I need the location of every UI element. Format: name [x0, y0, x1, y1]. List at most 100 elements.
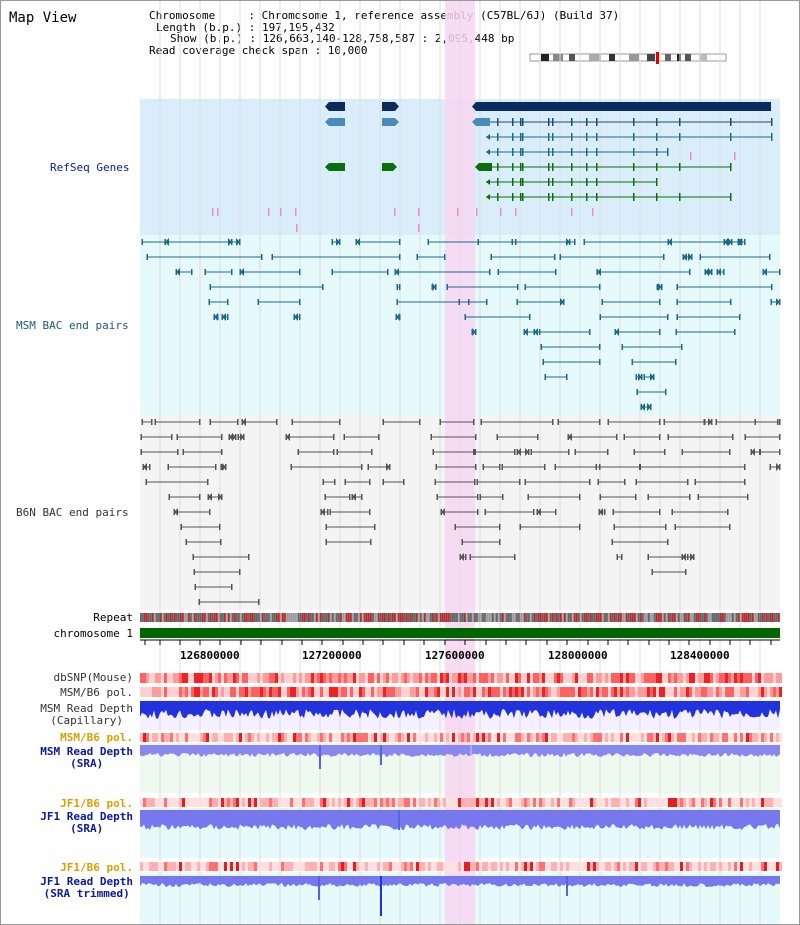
bac-arrow	[208, 493, 212, 501]
region-info: Chromosome : Chromosome 1, reference ass…	[149, 10, 619, 56]
heat-cell	[365, 733, 368, 742]
heat-cell	[482, 733, 485, 742]
heat-cell	[629, 733, 632, 742]
heat-cell	[572, 673, 575, 683]
heat-cell	[233, 798, 236, 807]
gene-exon	[497, 163, 499, 171]
chromosome-ideogram[interactable]	[529, 52, 729, 64]
heat-cell	[569, 687, 572, 697]
heat-cell	[686, 733, 689, 742]
bac-end	[607, 419, 609, 425]
heat-cell	[320, 687, 323, 697]
heat-cell	[668, 673, 671, 683]
repeat-mark	[156, 613, 158, 622]
heat-cell	[527, 798, 530, 807]
bac-end	[739, 314, 741, 320]
track-label-b6n-bac[interactable]: B6N BAC end pairs	[16, 506, 129, 519]
heat-cell	[671, 798, 674, 807]
heat-cell	[752, 673, 755, 683]
gene-block	[479, 163, 492, 171]
repeat-mark	[244, 613, 246, 622]
repeat-mark	[546, 613, 548, 622]
heat-cell	[374, 673, 377, 683]
gene-exon	[667, 148, 669, 156]
refseq-mark	[212, 208, 214, 216]
bac-arrow	[356, 238, 360, 246]
heat-cell	[746, 673, 749, 683]
bac-end	[687, 479, 689, 485]
heat-cell	[323, 687, 326, 697]
bac-end	[198, 599, 200, 605]
heat-cell	[674, 862, 677, 871]
track-label-msm-bac[interactable]: MSM BAC end pairs	[16, 319, 129, 332]
heat-cell	[617, 798, 620, 807]
heat-cell	[386, 673, 389, 683]
heat-cell	[689, 862, 692, 871]
repeat-mark	[426, 613, 428, 622]
heat-cell	[458, 673, 461, 683]
heat-cell	[695, 673, 698, 683]
heat-cell	[461, 862, 464, 871]
heat-cell	[506, 687, 509, 697]
gene-exon	[633, 148, 635, 156]
heat-cell	[653, 733, 656, 742]
heat-cell	[401, 733, 404, 742]
repeat-mark	[716, 613, 718, 622]
heat-cell	[692, 733, 695, 742]
repeat-mark	[254, 613, 256, 622]
heat-cell	[467, 862, 470, 871]
heat-cell	[461, 673, 464, 683]
heat-cell	[527, 687, 530, 697]
heat-cell	[728, 798, 731, 807]
bac-end	[524, 284, 526, 290]
heat-cell	[548, 673, 551, 683]
bac-arrow	[568, 433, 572, 441]
heat-cell	[617, 733, 620, 742]
heat-cell	[140, 687, 143, 697]
bac-end	[177, 449, 179, 455]
bac-end	[631, 359, 633, 365]
heat-cell	[779, 733, 782, 742]
heat-cell	[614, 673, 617, 683]
heat-cell	[566, 862, 569, 871]
heat-cell	[296, 733, 299, 742]
bac-end	[732, 434, 734, 440]
heat-cell	[569, 673, 572, 683]
heat-cell	[212, 862, 215, 871]
heat-cell	[296, 862, 299, 871]
heat-cell	[512, 733, 515, 742]
gene-exon	[586, 133, 588, 141]
heat-cell	[581, 733, 584, 742]
heat-cell	[704, 687, 707, 697]
heat-cell	[665, 798, 668, 807]
bac-arrow	[728, 238, 732, 246]
bac-end	[559, 254, 561, 260]
heat-cell	[203, 673, 206, 683]
repeat-mark	[408, 613, 410, 622]
repeat-mark	[306, 613, 308, 622]
heat-cell	[707, 673, 710, 683]
track-label-refseq-genes[interactable]: RefSeq Genes	[50, 161, 130, 174]
bac-end	[599, 314, 601, 320]
gene-exon	[520, 133, 522, 141]
repeat-mark	[148, 613, 150, 622]
heat-cell	[710, 798, 713, 807]
repeat-mark	[212, 613, 214, 622]
heat-cell	[725, 862, 728, 871]
repeat-mark	[600, 613, 602, 622]
heat-cell	[626, 733, 629, 742]
heat-cell	[554, 687, 557, 697]
heat-cell	[497, 687, 500, 697]
bac-end	[427, 239, 429, 245]
heat-cell	[446, 862, 449, 871]
heat-cell	[308, 798, 311, 807]
heat-cell	[434, 687, 437, 697]
bac-end	[744, 464, 746, 470]
heat-cell	[263, 798, 266, 807]
bac-end	[465, 554, 467, 560]
repeat-mark	[646, 613, 648, 622]
repeat-mark	[770, 613, 772, 622]
repeat-mark	[618, 613, 620, 622]
heat-cell	[575, 733, 578, 742]
